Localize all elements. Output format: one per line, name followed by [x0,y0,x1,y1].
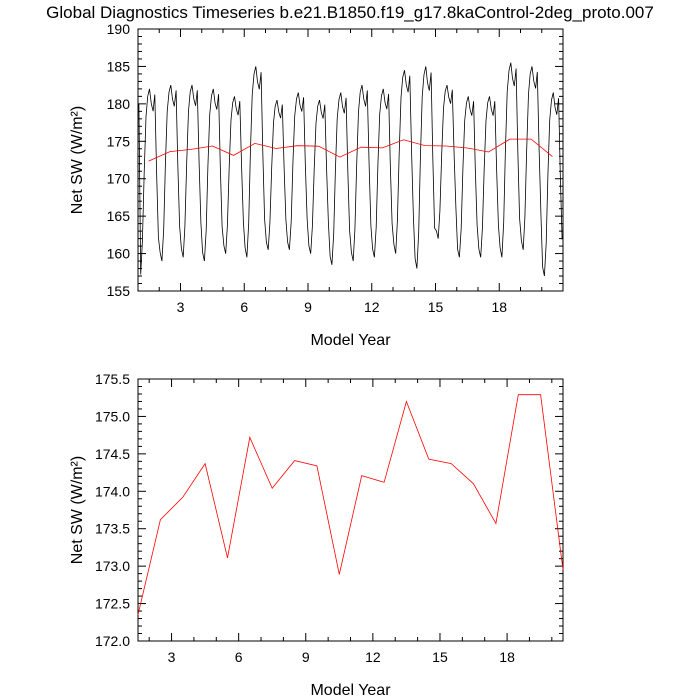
chart-title: Global Diagnostics Timeseries b.e21.B185… [46,3,654,22]
y-tick-label: 174.0 [95,483,130,499]
y-tick-label: 175 [107,133,131,149]
x-tick-label: 3 [168,649,176,665]
y-tick-label: 175.5 [95,371,130,387]
y-tick-label: 172.0 [95,633,130,649]
x-tick-label: 18 [491,299,507,315]
y-tick-label: 170 [107,171,131,187]
y-tick-label: 165 [107,208,131,224]
y-axis-label: Net SW (W/m²) [69,456,86,564]
x-axis-label: Model Year [310,332,391,349]
annual-mean-line [148,138,553,162]
y-tick-label: 185 [107,58,131,74]
plot-frame [137,28,564,292]
x-axis-label: Model Year [310,682,391,699]
top-panel: 155 160 165 170 175 180 185 190 3 6 9 12 15 18 Model Y… [69,21,564,349]
y-tick-label: 155 [107,283,131,299]
x-tick-label: 9 [304,299,312,315]
x-tick-label: 12 [364,299,380,315]
y-axis-label: Net SW (W/m²) [69,106,86,214]
x-tick-label: 6 [235,649,243,665]
y-tick-label: 180 [107,96,131,112]
y-tick-label: 190 [107,21,131,37]
monthly-series-line [138,62,563,277]
x-tick-label: 15 [432,649,448,665]
x-tick-label: 3 [177,299,185,315]
y-tick-label: 160 [107,246,131,262]
x-tick-label: 12 [365,649,381,665]
y-tick-label: 172.5 [95,596,130,612]
y-tick-label: 173.0 [95,558,130,574]
y-tick-label: 175.0 [95,408,130,424]
y-tick-label: 173.5 [95,521,130,537]
x-tick-label: 9 [302,649,310,665]
bottom-panel: 172.0 172.5 173.0 173.5 174.0 174.5 175.0 175.5… [69,371,564,699]
y-tick-label: 174.5 [95,446,130,462]
plot-frame [137,378,564,642]
x-tick-label: 6 [240,299,248,315]
x-tick-label: 15 [428,299,444,315]
x-tick-label: 18 [499,649,515,665]
annual-mean-line [137,394,564,615]
